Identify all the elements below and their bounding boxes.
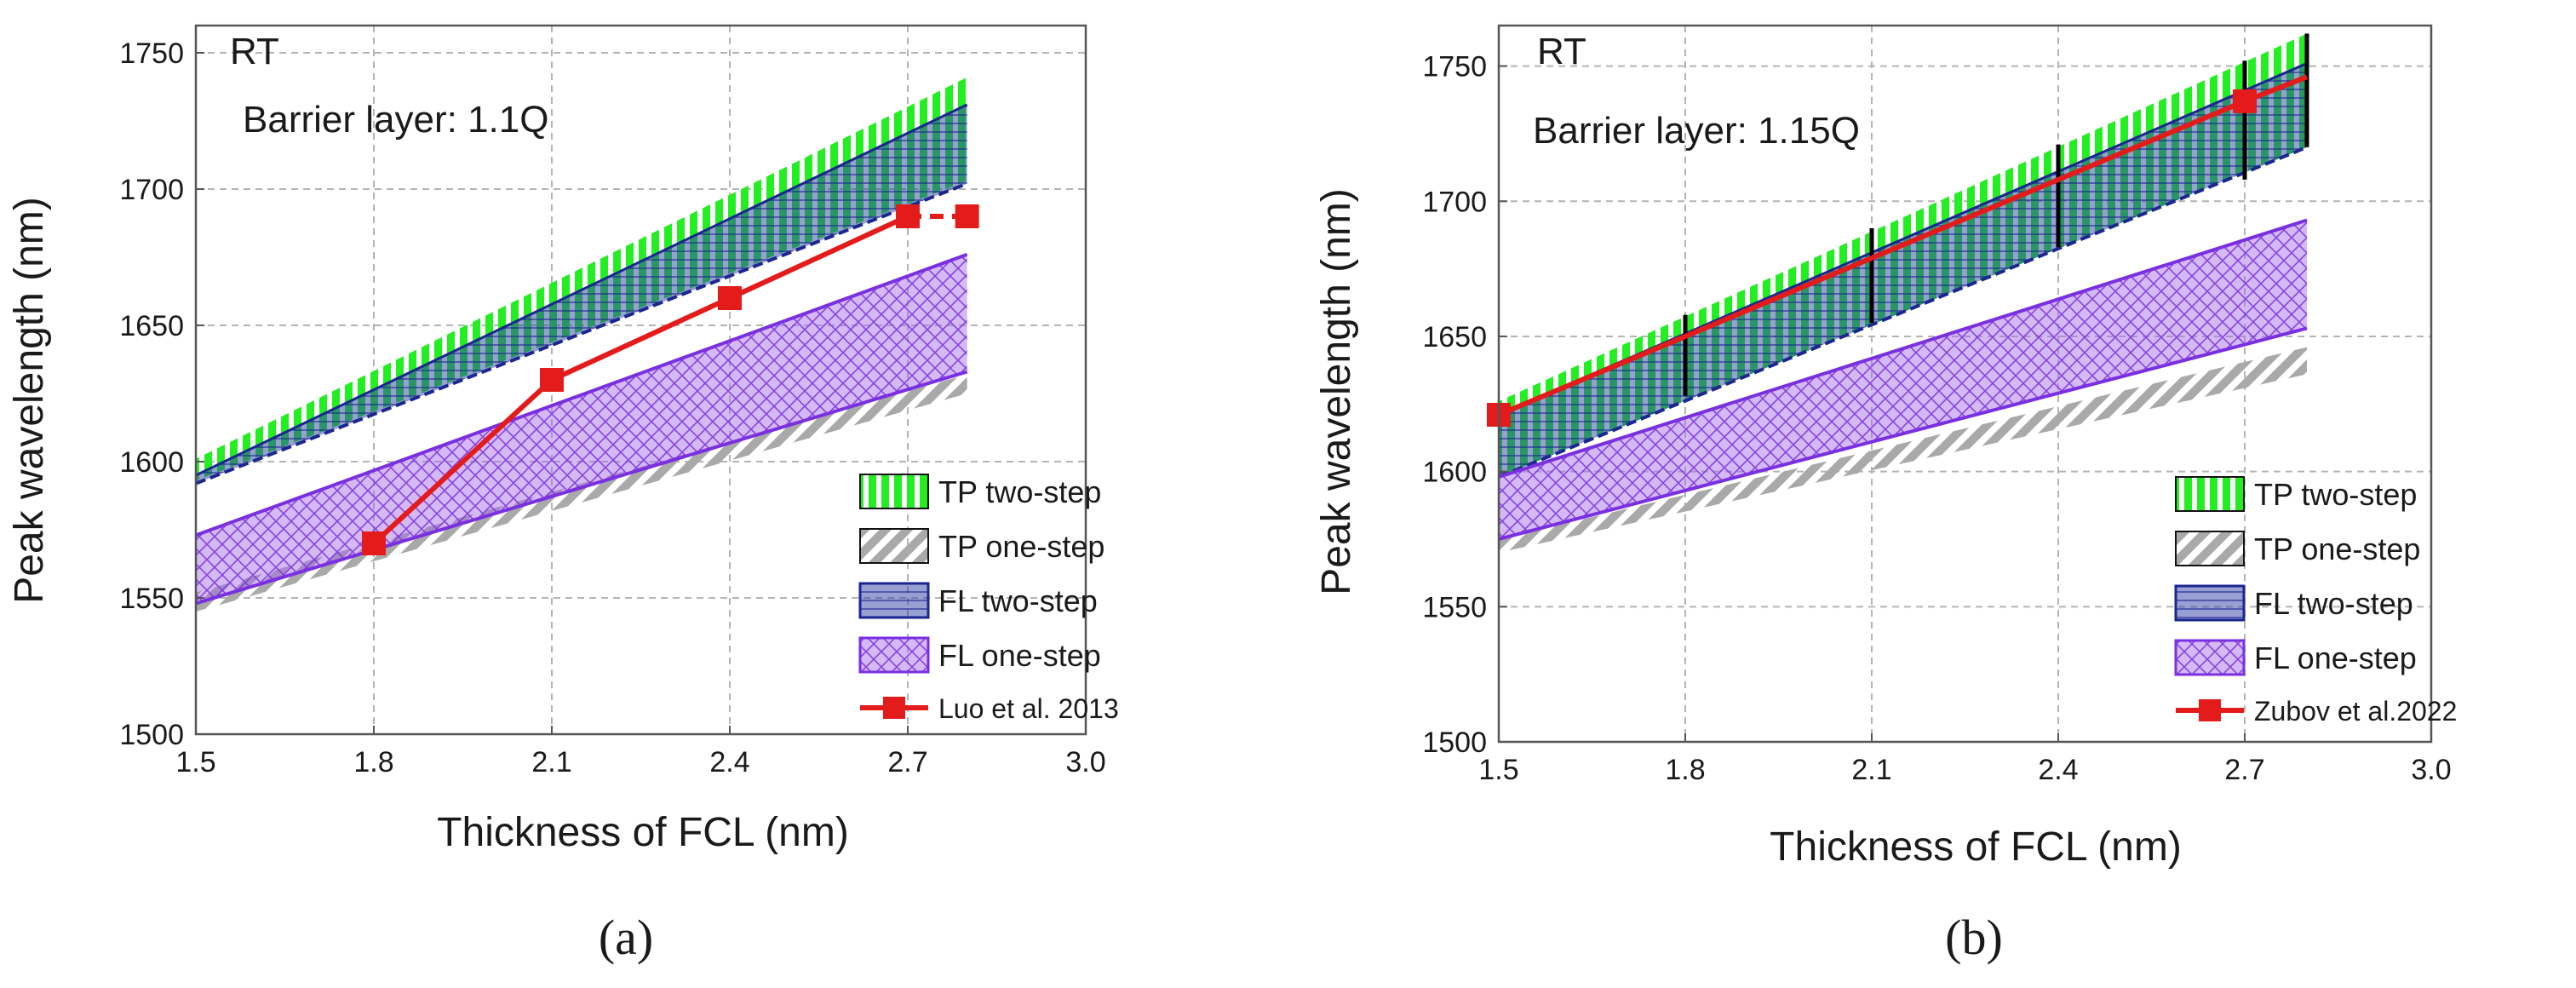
panel-b: 1.5 1.8 2.1 2.4 2.7 3.0 1500 1550 1600 1650 1700 17… xyxy=(1314,24,2457,965)
exp-marker xyxy=(896,204,920,228)
experiment-a xyxy=(362,204,979,555)
x-tick-label: 2.7 xyxy=(887,746,927,778)
band-tp-one-step xyxy=(1499,347,2307,553)
exp-marker xyxy=(540,368,564,392)
band-edge-upper-fl-one-step xyxy=(195,252,968,537)
experiment-b xyxy=(1487,33,2309,427)
legend-label-fl-one-b: FL one-step xyxy=(2254,640,2417,675)
legend-swatch-fl-one-a xyxy=(858,636,930,674)
legend-label-exp-a: Luo et al. 2013 xyxy=(938,693,1119,724)
y-tick-label: 1550 xyxy=(119,583,184,615)
legend-a: TP two-step TP one-step FL two-step FL o… xyxy=(858,474,1119,724)
exp-marker xyxy=(362,531,386,555)
legend-label-exp-b: Zubov et al.2022 xyxy=(2254,696,2457,727)
exp-marker xyxy=(718,286,742,310)
y-tick-label: 1700 xyxy=(119,174,184,206)
band-edge-upper-fl-two-step xyxy=(195,103,968,477)
band-edge-lower-fl-one-step xyxy=(195,370,968,606)
exp-segment xyxy=(371,377,554,546)
ticks-b: 1.5 1.8 2.1 2.4 2.7 3.0 1500 1550 1600 1650 1700 17… xyxy=(1422,51,2451,786)
x-tick-label: 1.5 xyxy=(175,746,215,778)
band-tp-one-step xyxy=(196,374,967,612)
x-tick-label: 2.7 xyxy=(2224,754,2264,786)
rt-label-a: RT xyxy=(230,31,279,72)
legend-swatch-tp-one-b xyxy=(2175,531,2245,566)
ticks-a: 1.5 1.8 2.1 2.4 2.7 3.0 1500 1550 1600 1650 1700 17… xyxy=(119,37,1105,778)
band-fl-two-step xyxy=(196,104,967,484)
y-axis-label-a: Peak wavelength (nm) xyxy=(7,197,52,604)
legend-marker-exp-b xyxy=(2199,699,2221,721)
legend-label-tp-two-b: TP two-step xyxy=(2254,477,2417,512)
x-tick-label: 2.1 xyxy=(1851,754,1891,786)
y-tick-label: 1550 xyxy=(1422,591,1487,623)
exp-marker xyxy=(955,204,979,228)
y-tick-label: 1650 xyxy=(1422,321,1487,353)
x-tick-label: 1.8 xyxy=(1665,754,1705,786)
exp-marker xyxy=(2233,89,2257,113)
x-axis-label-b: Thickness of FCL (nm) xyxy=(1770,824,2182,870)
y-tick-label: 1700 xyxy=(1422,186,1487,218)
x-tick-label: 3.0 xyxy=(2411,754,2451,786)
panel-a: 1.5 1.8 2.1 2.4 2.7 3.0 1500 1550 1600 1650 1700 17… xyxy=(7,24,1119,965)
bands-a xyxy=(195,77,968,612)
y-tick-label: 1650 xyxy=(119,310,184,342)
band-edge-lower-fl-one-step xyxy=(1498,326,2308,541)
band-fl-two-step xyxy=(1499,63,2307,477)
legend-marker-exp-a xyxy=(883,697,905,719)
band-fl-one-step xyxy=(196,254,967,604)
legend-label-tp-one-b: TP one-step xyxy=(2254,531,2420,566)
caption-b: (b) xyxy=(1945,910,2003,965)
exp-segment xyxy=(1497,99,2246,417)
y-tick-label: 1500 xyxy=(119,719,184,751)
y-tick-label: 1500 xyxy=(1422,727,1487,759)
x-tick-label: 1.5 xyxy=(1478,754,1518,786)
y-tick-label: 1600 xyxy=(119,446,184,479)
legend-label-tp-one-a: TP one-step xyxy=(938,529,1104,564)
x-tick-label: 2.4 xyxy=(709,746,749,778)
x-tick-label: 2.4 xyxy=(2038,754,2078,786)
legend-swatch-fl-one-b xyxy=(2174,639,2246,676)
exp-segment xyxy=(728,214,909,301)
rt-label-b: RT xyxy=(1537,31,1586,72)
exp-segment xyxy=(550,296,731,382)
plot-frame-b xyxy=(1497,24,2433,744)
x-tick-label: 1.8 xyxy=(353,746,393,778)
x-axis-label-a: Thickness of FCL (nm) xyxy=(437,810,849,855)
band-tp-two-step xyxy=(196,77,967,481)
legend-swatch-tp-two-a xyxy=(859,474,929,509)
legend-swatch-fl-two-a xyxy=(858,582,930,619)
x-tick-label: 2.1 xyxy=(531,746,571,778)
plot-frame-a xyxy=(194,24,1087,736)
band-edge-upper-fl-one-step xyxy=(1498,218,2308,479)
barrier-label-b: Barrier layer: 1.15Q xyxy=(1533,110,1860,152)
band-fl-one-step xyxy=(1499,220,2307,539)
caption-a: (a) xyxy=(599,910,653,965)
legend-label-fl-one-a: FL one-step xyxy=(938,638,1101,673)
y-tick-label: 1750 xyxy=(1422,51,1487,83)
x-tick-label: 3.0 xyxy=(1065,746,1105,778)
y-tick-label: 1600 xyxy=(1422,457,1487,489)
legend-label-tp-two-a: TP two-step xyxy=(938,474,1101,509)
legend-swatch-fl-two-b xyxy=(2174,584,2246,622)
bands-b xyxy=(1498,33,2308,553)
barrier-label-a: Barrier layer: 1.1Q xyxy=(243,99,548,141)
legend-label-fl-two-a: FL two-step xyxy=(938,583,1098,618)
legend-swatch-tp-one-a xyxy=(859,528,929,564)
legend-label-fl-two-b: FL two-step xyxy=(2254,586,2413,621)
y-tick-label: 1750 xyxy=(119,37,184,70)
legend-swatch-tp-two-b xyxy=(2175,476,2245,512)
y-axis-label-b: Peak wavelength (nm) xyxy=(1314,188,1359,595)
legend-b: TP two-step TP one-step FL two-step FL o… xyxy=(2174,476,2457,727)
band-edge-lower-fl-two-step xyxy=(1498,145,2308,479)
